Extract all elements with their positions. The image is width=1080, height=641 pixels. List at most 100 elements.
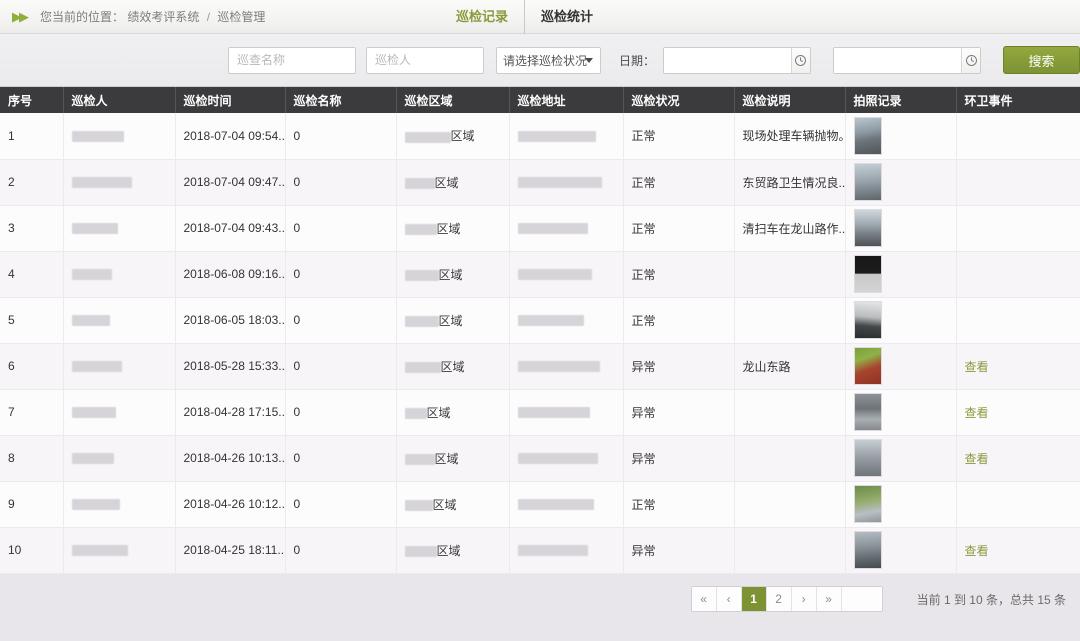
- clock-icon[interactable]: [961, 47, 981, 73]
- date-to-input[interactable]: [834, 47, 961, 73]
- photo-thumbnail[interactable]: [853, 301, 882, 339]
- inspection-name-input[interactable]: [228, 46, 356, 74]
- cell-event[interactable]: 查看: [956, 527, 1080, 574]
- view-event-link[interactable]: 查看: [964, 543, 989, 558]
- search-button[interactable]: 搜索: [1003, 46, 1080, 74]
- redacted-text: [71, 269, 112, 281]
- date-from-input[interactable]: [663, 47, 791, 73]
- redacted-text: [517, 407, 590, 419]
- col-header-person[interactable]: 巡检人: [63, 87, 176, 113]
- date-to-group: [833, 46, 982, 74]
- view-event-link[interactable]: 查看: [964, 451, 989, 466]
- cell-address: [509, 297, 624, 344]
- cell-photo[interactable]: [845, 159, 957, 206]
- cell-photo[interactable]: [845, 527, 957, 574]
- col-header-address[interactable]: 巡检地址: [509, 87, 624, 113]
- table-row[interactable]: 9 2018-04-26 10:12... 0 区域 正常: [0, 481, 1080, 528]
- cell-photo[interactable]: [845, 113, 957, 160]
- table-body: 1 2018-07-04 09:54... 0 区域 正常 现场处理车辆抛物。 2 2018-…: [0, 113, 1080, 574]
- cell-area: 区域: [396, 159, 510, 206]
- cell-person: [63, 297, 176, 344]
- cell-event[interactable]: 查看: [956, 389, 1080, 436]
- cell-photo[interactable]: [845, 205, 957, 252]
- photo-thumbnail[interactable]: [853, 116, 882, 155]
- cell-status: 异常: [623, 435, 735, 482]
- breadcrumb-prefix: 您当前的位置：: [40, 10, 125, 24]
- inspector-input[interactable]: [366, 46, 484, 74]
- cell-photo[interactable]: [845, 343, 957, 390]
- cell-name: 0: [285, 389, 397, 436]
- table-row[interactable]: 2 2018-07-04 09:47... 0 区域 正常 东贸路卫生情况良...: [0, 159, 1080, 206]
- cell-no: 2: [0, 159, 64, 206]
- col-header-time[interactable]: 巡检时间: [175, 87, 286, 113]
- page-prev-button[interactable]: ‹: [716, 587, 742, 611]
- cell-event: [956, 113, 1080, 160]
- date-from-group: [662, 46, 811, 74]
- view-event-link[interactable]: 查看: [964, 405, 989, 420]
- table-row[interactable]: 1 2018-07-04 09:54... 0 区域 正常 现场处理车辆抛物。: [0, 113, 1080, 160]
- photo-thumbnail[interactable]: [853, 209, 882, 247]
- pagination-area: « ‹ 1 2 › » 当前 1 到 10 条，总共 15 条: [0, 573, 1080, 625]
- cell-address: [509, 159, 624, 206]
- redacted-text: [404, 499, 433, 511]
- page-next-button[interactable]: ›: [791, 587, 817, 611]
- col-header-area[interactable]: 巡检区域: [396, 87, 510, 113]
- table-row[interactable]: 7 2018-04-28 17:15... 0 区域 异常 查看: [0, 389, 1080, 436]
- tab-inspection-statistics[interactable]: 巡检统计: [524, 0, 609, 34]
- cell-photo[interactable]: [845, 297, 957, 344]
- cell-photo[interactable]: [845, 251, 957, 298]
- clock-icon[interactable]: [790, 47, 810, 73]
- photo-thumbnail[interactable]: [853, 255, 882, 293]
- cell-note: [734, 435, 846, 482]
- col-header-name[interactable]: 巡检名称: [285, 87, 397, 113]
- redacted-text: [517, 545, 588, 557]
- page-first-button[interactable]: «: [691, 587, 717, 611]
- photo-thumbnail[interactable]: [853, 347, 882, 385]
- page-button-2[interactable]: 2: [766, 587, 792, 611]
- cell-no: 5: [0, 297, 64, 344]
- col-header-no[interactable]: 序号: [0, 87, 64, 113]
- cell-photo[interactable]: [845, 389, 957, 436]
- page-button-1[interactable]: 1: [741, 587, 767, 611]
- inspection-table: 序号 巡检人 巡检时间 巡检名称 巡检区域 巡检地址 巡检状况 巡检说明 拍照记…: [0, 87, 1080, 574]
- cell-photo[interactable]: [845, 481, 957, 528]
- table-row[interactable]: 8 2018-04-26 10:13... 0 区域 异常 查看: [0, 435, 1080, 482]
- view-event-link[interactable]: 查看: [964, 359, 989, 374]
- inspection-status-select[interactable]: 请选择巡检状况: [496, 46, 601, 74]
- cell-photo[interactable]: [845, 435, 957, 482]
- photo-thumbnail[interactable]: [853, 531, 882, 569]
- col-header-status[interactable]: 巡检状况: [623, 87, 735, 113]
- cell-area: 区域: [396, 435, 510, 482]
- redacted-text: [71, 545, 128, 557]
- breadcrumb-module[interactable]: 巡检管理: [217, 10, 266, 24]
- cell-person: [63, 205, 176, 252]
- table-row[interactable]: 6 2018-05-28 15:33... 0 区域 异常 龙山东路 查看: [0, 343, 1080, 390]
- cell-name: 0: [285, 435, 397, 482]
- table-row[interactable]: 10 2018-04-25 18:11... 0 区域 异常 查看: [0, 527, 1080, 574]
- cell-no: 10: [0, 527, 64, 574]
- redacted-text: [517, 131, 596, 143]
- col-header-note[interactable]: 巡检说明: [734, 87, 846, 113]
- cell-no: 9: [0, 481, 64, 528]
- photo-thumbnail[interactable]: [853, 485, 882, 523]
- cell-event[interactable]: 查看: [956, 435, 1080, 482]
- table-row[interactable]: 3 2018-07-04 09:43... 0 区域 正常 清扫车在龙山路作...: [0, 205, 1080, 252]
- table-row[interactable]: 4 2018-06-08 09:16... 0 区域 正常: [0, 251, 1080, 298]
- table-row[interactable]: 5 2018-06-05 18:03... 0 区域 正常: [0, 297, 1080, 344]
- cell-time: 2018-07-04 09:47...: [175, 159, 286, 206]
- cell-event[interactable]: 查看: [956, 343, 1080, 390]
- cell-note: [734, 481, 846, 528]
- cell-status: 正常: [623, 205, 735, 252]
- photo-thumbnail[interactable]: [853, 163, 882, 201]
- photo-thumbnail[interactable]: [853, 439, 882, 477]
- col-header-photo[interactable]: 拍照记录: [845, 87, 957, 113]
- col-header-event[interactable]: 环卫事件: [956, 87, 1080, 113]
- photo-thumbnail[interactable]: [853, 393, 882, 431]
- breadcrumb-system[interactable]: 绩效考评系统: [127, 10, 200, 24]
- tab-inspection-records[interactable]: 巡检记录: [456, 9, 509, 24]
- cell-time: 2018-05-28 15:33...: [175, 343, 286, 390]
- cell-person: [63, 159, 176, 206]
- page-last-button[interactable]: »: [816, 587, 842, 611]
- cell-area: 区域: [396, 251, 510, 298]
- inspection-table-wrap: 序号 巡检人 巡检时间 巡检名称 巡检区域 巡检地址 巡检状况 巡检说明 拍照记…: [0, 86, 1080, 574]
